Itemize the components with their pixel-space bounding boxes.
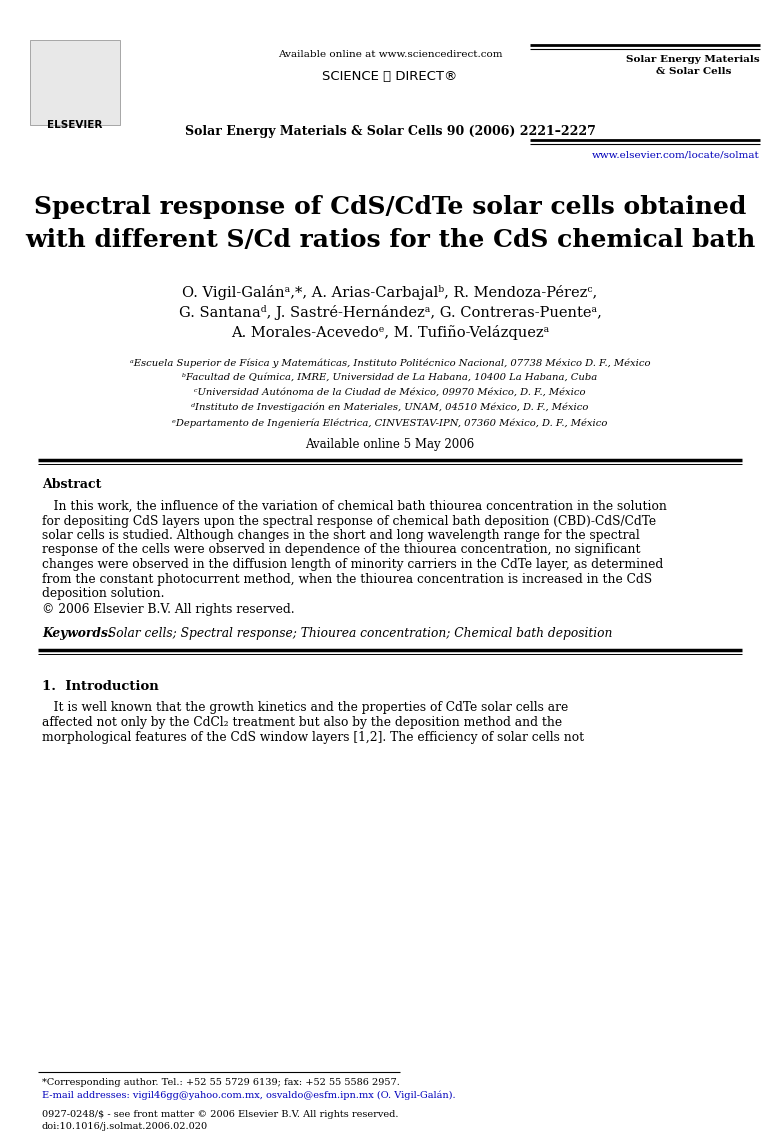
- Text: solar cells is studied. Although changes in the short and long wavelength range : solar cells is studied. Although changes…: [42, 528, 640, 542]
- Text: Solar Energy Materials & Solar Cells 90 (2006) 2221–2227: Solar Energy Materials & Solar Cells 90 …: [185, 125, 595, 138]
- Text: Spectral response of CdS/CdTe solar cells obtained: Spectral response of CdS/CdTe solar cell…: [34, 195, 746, 219]
- Text: Available online at www.sciencedirect.com: Available online at www.sciencedirect.co…: [278, 50, 502, 59]
- Text: ᶜUniversidad Autónoma de la Ciudad de México, 09970 México, D. F., México: ᶜUniversidad Autónoma de la Ciudad de Mé…: [194, 388, 586, 397]
- Text: E-mail addresses: vigil46gg@yahoo.com.mx, osvaldo@esfm.ipn.mx (O. Vigil-Galán).: E-mail addresses: vigil46gg@yahoo.com.mx…: [42, 1091, 456, 1100]
- Text: affected not only by the CdCl₂ treatment but also by the deposition method and t: affected not only by the CdCl₂ treatment…: [42, 716, 562, 729]
- Text: ᵈInstituto de Investigación en Materiales, UNAM, 04510 México, D. F., México: ᵈInstituto de Investigación en Materiale…: [191, 403, 589, 413]
- Text: Available online 5 May 2006: Available online 5 May 2006: [306, 438, 474, 451]
- Text: ᵇFacultad de Química, IMRE, Universidad de La Habana, 10400 La Habana, Cuba: ᵇFacultad de Química, IMRE, Universidad …: [183, 373, 597, 382]
- Text: www.elsevier.com/locate/solmat: www.elsevier.com/locate/solmat: [592, 150, 760, 159]
- Text: ᵃEscuela Superior de Física y Matemáticas, Instituto Politécnico Nacional, 07738: ᵃEscuela Superior de Física y Matemática…: [129, 358, 651, 367]
- Text: ELSEVIER: ELSEVIER: [48, 120, 103, 130]
- Text: *Corresponding author. Tel.: +52 55 5729 6139; fax: +52 55 5586 2957.: *Corresponding author. Tel.: +52 55 5729…: [42, 1078, 400, 1088]
- Text: with different S/Cd ratios for the CdS chemical bath: with different S/Cd ratios for the CdS c…: [25, 228, 755, 252]
- Text: A. Morales-Acevedoᵉ, M. Tufiño-Velázquezᵃ: A. Morales-Acevedoᵉ, M. Tufiño-Velázquez…: [231, 325, 549, 340]
- Text: In this work, the influence of the variation of chemical bath thiourea concentra: In this work, the influence of the varia…: [42, 500, 667, 513]
- Text: SCIENCE ⓓ DIRECT®: SCIENCE ⓓ DIRECT®: [322, 70, 458, 83]
- Text: response of the cells were observed in dependence of the thiourea concentration,: response of the cells were observed in d…: [42, 543, 640, 557]
- Text: 0927-0248/$ - see front matter © 2006 Elsevier B.V. All rights reserved.: 0927-0248/$ - see front matter © 2006 El…: [42, 1110, 399, 1119]
- Text: deposition solution.: deposition solution.: [42, 587, 165, 600]
- Text: Abstract: Abstract: [42, 479, 101, 491]
- Text: for depositing CdS layers upon the spectral response of chemical bath deposition: for depositing CdS layers upon the spect…: [42, 515, 656, 527]
- Text: G. Santanaᵈ, J. Sastré-Hernándezᵃ, G. Contreras-Puenteᵃ,: G. Santanaᵈ, J. Sastré-Hernándezᵃ, G. Co…: [179, 305, 601, 320]
- Text: ᵉDepartamento de Ingeniería Eléctrica, CINVESTAV-IPN, 07360 México, D. F., Méxic: ᵉDepartamento de Ingeniería Eléctrica, C…: [172, 418, 608, 428]
- Text: O. Vigil-Galánᵃ,*, A. Arias-Carbajalᵇ, R. Mendoza-Pérezᶜ,: O. Vigil-Galánᵃ,*, A. Arias-Carbajalᵇ, R…: [183, 285, 597, 301]
- Text: © 2006 Elsevier B.V. All rights reserved.: © 2006 Elsevier B.V. All rights reserved…: [42, 603, 295, 617]
- Text: Keywords:: Keywords:: [42, 627, 112, 641]
- Text: It is well known that the growth kinetics and the properties of CdTe solar cells: It is well known that the growth kinetic…: [42, 702, 569, 714]
- Text: 1.  Introduction: 1. Introduction: [42, 679, 159, 693]
- Text: morphological features of the CdS window layers [1,2]. The efficiency of solar c: morphological features of the CdS window…: [42, 730, 584, 744]
- Text: Solar Energy Materials
& Solar Cells: Solar Energy Materials & Solar Cells: [626, 56, 760, 76]
- Text: Solar cells; Spectral response; Thiourea concentration; Chemical bath deposition: Solar cells; Spectral response; Thiourea…: [104, 627, 612, 641]
- Text: doi:10.1016/j.solmat.2006.02.020: doi:10.1016/j.solmat.2006.02.020: [42, 1122, 208, 1131]
- Text: from the constant photocurrent method, when the thiourea concentration is increa: from the constant photocurrent method, w…: [42, 573, 652, 585]
- Text: changes were observed in the diffusion length of minority carriers in the CdTe l: changes were observed in the diffusion l…: [42, 558, 663, 572]
- Bar: [30, 40, 120, 125]
